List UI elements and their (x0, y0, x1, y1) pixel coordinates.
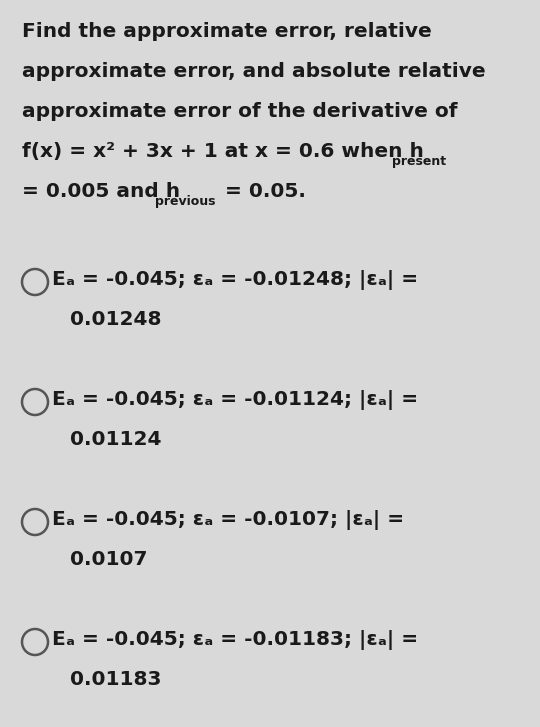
Text: 0.0107: 0.0107 (70, 550, 147, 569)
Text: approximate error, and absolute relative: approximate error, and absolute relative (22, 62, 485, 81)
Text: Eₐ = -0.045; εₐ = -0.01183; |εₐ| =: Eₐ = -0.045; εₐ = -0.01183; |εₐ| = (52, 630, 418, 650)
Text: f(x) = x² + 3x + 1 at x = 0.6 when h: f(x) = x² + 3x + 1 at x = 0.6 when h (22, 142, 424, 161)
Text: approximate error of the derivative of: approximate error of the derivative of (22, 102, 457, 121)
Text: Eₐ = -0.045; εₐ = -0.01248; |εₐ| =: Eₐ = -0.045; εₐ = -0.01248; |εₐ| = (52, 270, 418, 290)
Text: Find the approximate error, relative: Find the approximate error, relative (22, 22, 432, 41)
Text: 0.01124: 0.01124 (70, 430, 161, 449)
Text: Eₐ = -0.045; εₐ = -0.0107; |εₐ| =: Eₐ = -0.045; εₐ = -0.0107; |εₐ| = (52, 510, 404, 530)
Text: Eₐ = -0.045; εₐ = -0.01124; |εₐ| =: Eₐ = -0.045; εₐ = -0.01124; |εₐ| = (52, 390, 418, 410)
Text: 0.01248: 0.01248 (70, 310, 161, 329)
Text: previous: previous (155, 195, 215, 208)
Text: = 0.005 and h: = 0.005 and h (22, 182, 180, 201)
Text: present: present (392, 155, 446, 168)
Text: 0.01183: 0.01183 (70, 670, 161, 689)
Text: = 0.05.: = 0.05. (218, 182, 306, 201)
